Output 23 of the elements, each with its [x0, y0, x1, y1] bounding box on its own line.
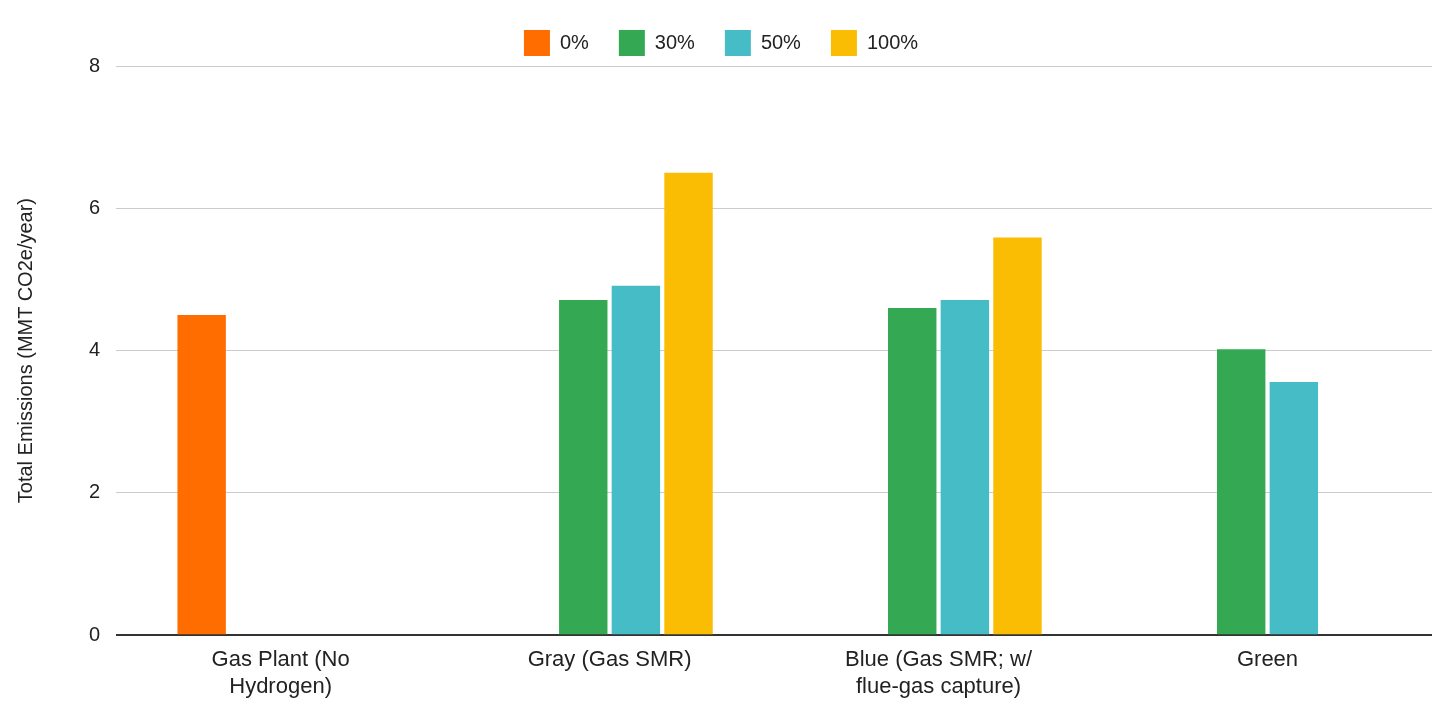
bar [611, 285, 661, 635]
bar [1269, 381, 1319, 635]
x-tick-label: Green [1236, 646, 1299, 672]
bar [1216, 349, 1266, 635]
y-tick-label: 8 [89, 53, 101, 76]
x-tick-label: Blue (Gas SMR; w/ flue-gas capture) [845, 646, 1033, 698]
legend-label: 0% [559, 30, 590, 53]
bar [993, 237, 1042, 635]
bar [888, 307, 937, 635]
x-tick-label: Gas Plant (No Hydrogen) [211, 646, 350, 698]
legend-label: 30% [654, 30, 696, 53]
bar [664, 172, 713, 635]
y-axis-title: Total Emissions (MMT CO2e/year) [13, 197, 36, 504]
y-tick-label: 4 [89, 338, 101, 361]
legend-label: 50% [760, 30, 802, 53]
bar [177, 315, 226, 635]
x-tick-label: Gray (Gas SMR) [527, 646, 692, 672]
y-tick-label: 6 [89, 195, 101, 218]
bar [940, 300, 990, 635]
bar [559, 300, 608, 635]
legend-label: 100% [866, 30, 919, 53]
y-tick-label: 0 [89, 622, 101, 645]
y-tick-label: 2 [89, 480, 101, 503]
